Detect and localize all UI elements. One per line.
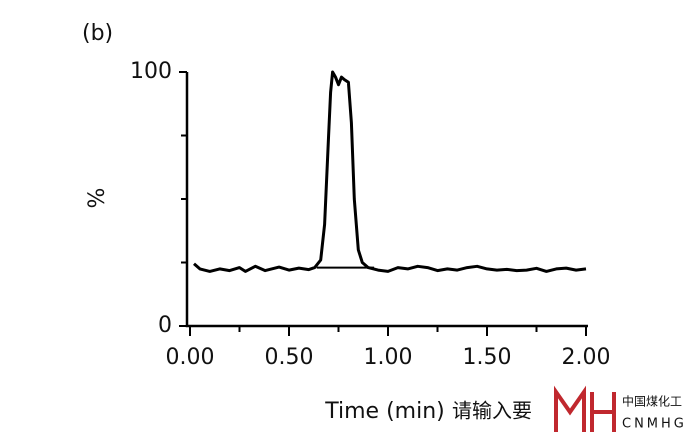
logo-mark bbox=[554, 385, 616, 432]
x-tick-label: 0.00 bbox=[166, 345, 215, 370]
y-tick-label: 0 bbox=[158, 313, 172, 338]
signal-line bbox=[193, 70, 587, 273]
x-tick-label: 1.00 bbox=[364, 345, 413, 370]
logo-cn: 中国煤化工 bbox=[622, 394, 682, 409]
x-tick-label: 0.50 bbox=[265, 345, 314, 370]
watermark-text: 请输入要 bbox=[452, 399, 532, 423]
x-tick-label: 2.00 bbox=[562, 345, 611, 370]
y-tick-label: 100 bbox=[130, 59, 172, 84]
y-axis-label: % bbox=[85, 188, 110, 209]
panel-label: (b) bbox=[82, 21, 113, 46]
x-axis-label: Time (min) bbox=[324, 399, 445, 424]
logo-en: CNMHG bbox=[622, 417, 687, 432]
x-tick-label: 1.50 bbox=[463, 345, 512, 370]
watermark-logo: 中国煤化工 CNMHG bbox=[554, 385, 687, 432]
axes bbox=[185, 72, 588, 328]
